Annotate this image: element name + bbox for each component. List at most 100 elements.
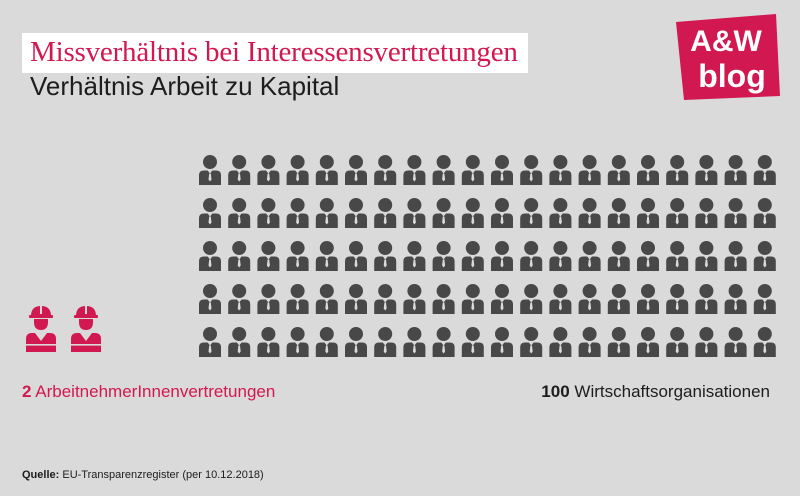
- businessman-icon-29: [432, 198, 455, 228]
- logo-line1: A&W: [690, 25, 762, 58]
- businessman-icon-17: [666, 155, 689, 185]
- businessman-icon-27: [374, 198, 397, 228]
- businessman-icon-76: [637, 284, 659, 314]
- businessman-icon-13: [549, 155, 572, 185]
- businessman-icon-43: [257, 241, 280, 271]
- businessman-icon-74: [578, 284, 601, 314]
- businessman-icon-91: [491, 327, 513, 357]
- businessman-icon-47: [374, 241, 397, 271]
- businessman-icon-57: [666, 241, 689, 271]
- businessman-icon-63: [257, 284, 280, 314]
- businessman-icon-5: [315, 155, 338, 185]
- businessman-icon-1: [199, 155, 221, 185]
- aw-blog-logo: A&W blog: [676, 14, 780, 100]
- chart-subtitle: Verhältnis Arbeit zu Kapital: [30, 71, 340, 101]
- businessman-icon-69: [432, 284, 455, 314]
- businessman-icon-82: [228, 327, 251, 357]
- logo-background: [676, 14, 780, 100]
- businessman-icon-72: [520, 284, 543, 314]
- worker-icon-2: [71, 305, 101, 352]
- businessman-icon-11: [491, 155, 513, 185]
- businessman-icon-53: [549, 241, 572, 271]
- businessman-icon-61: [199, 284, 221, 314]
- businessman-icon-42: [228, 241, 251, 271]
- businessman-icon-67: [374, 284, 397, 314]
- businessman-icon-38: [695, 198, 718, 228]
- businessman-icon-83: [257, 327, 280, 357]
- businessman-icon-48: [403, 241, 426, 271]
- businessman-icon-93: [549, 327, 572, 357]
- businessman-icon-95: [607, 327, 630, 357]
- businessman-icon-66: [345, 284, 367, 314]
- businessman-icon-59: [724, 241, 747, 271]
- businessman-icon-78: [695, 284, 718, 314]
- businessman-icon-32: [520, 198, 543, 228]
- businessman-icon-87: [374, 327, 397, 357]
- businessman-icon-65: [315, 284, 338, 314]
- businessman-icon-2: [228, 155, 251, 185]
- businessman-icon-23: [257, 198, 280, 228]
- businessman-icon-80: [753, 284, 776, 314]
- businessman-icon-100: [753, 327, 776, 357]
- businessman-icon-97: [666, 327, 689, 357]
- businessman-icon-22: [228, 198, 251, 228]
- businessman-icon-75: [607, 284, 630, 314]
- businessman-icon-40: [753, 198, 776, 228]
- businessman-icon-7: [374, 155, 397, 185]
- businessman-icon-58: [695, 241, 718, 271]
- workers-label: 2 ArbeitnehmerInnenvertretungen: [22, 382, 275, 402]
- businessman-icon-44: [286, 241, 309, 271]
- businessman-icon-85: [315, 327, 338, 357]
- pictogram-chart: [26, 155, 776, 357]
- businessman-icon-3: [257, 155, 280, 185]
- businessman-icon-55: [607, 241, 630, 271]
- business-count: 100: [541, 382, 570, 401]
- businessman-icon-37: [666, 198, 689, 228]
- businessman-icon-24: [286, 198, 309, 228]
- businessman-icon-51: [491, 241, 513, 271]
- businessman-icon-99: [724, 327, 747, 357]
- businessman-icon-28: [403, 198, 426, 228]
- businessman-icon-45: [315, 241, 338, 271]
- businessman-icon-88: [403, 327, 426, 357]
- businessman-icon-89: [432, 327, 455, 357]
- businessman-icon-79: [724, 284, 747, 314]
- businessman-icon-86: [345, 327, 367, 357]
- businessman-icon-16: [637, 155, 659, 185]
- worker-icon-1: [26, 305, 56, 352]
- businessman-icon-60: [753, 241, 776, 271]
- businessman-icon-70: [461, 284, 484, 314]
- businessman-icon-92: [520, 327, 543, 357]
- businessman-icon-90: [461, 327, 484, 357]
- businessman-icon-18: [695, 155, 718, 185]
- businessman-icon-46: [345, 241, 367, 271]
- businessman-icon-62: [228, 284, 251, 314]
- businessman-icon-77: [666, 284, 689, 314]
- chart-title: Missverhältnis bei Interessensvertretung…: [30, 36, 518, 68]
- source-text: EU-Transparenzregister (per 10.12.2018): [62, 469, 264, 481]
- businessman-icon-98: [695, 327, 718, 357]
- businessman-icon-41: [199, 241, 221, 271]
- businessman-icon-54: [578, 241, 601, 271]
- businessman-icon-10: [461, 155, 484, 185]
- source-note: Quelle: EU-Transparenzregister (per 10.1…: [22, 469, 264, 481]
- businessman-icon-30: [461, 198, 484, 228]
- businessman-icon-20: [753, 155, 776, 185]
- title-box: Missverhältnis bei Interessensvertretung…: [22, 33, 528, 73]
- businessman-icon-39: [724, 198, 747, 228]
- businessman-icon-8: [403, 155, 426, 185]
- businessman-icon-52: [520, 241, 543, 271]
- businessman-icon-19: [724, 155, 747, 185]
- workers-text: ArbeitnehmerInnenvertretungen: [35, 382, 276, 401]
- businessman-icon-49: [432, 241, 455, 271]
- businessman-icon-14: [578, 155, 601, 185]
- business-label: 100 Wirtschaftsorganisationen: [541, 382, 770, 402]
- businessman-icon-21: [199, 198, 221, 228]
- businessman-icon-31: [491, 198, 513, 228]
- businessman-icon-33: [549, 198, 572, 228]
- businessman-icon-15: [607, 155, 630, 185]
- businessman-icon-12: [520, 155, 543, 185]
- source-label: Quelle:: [22, 469, 60, 481]
- businessman-icon-68: [403, 284, 426, 314]
- businessman-icon-81: [199, 327, 221, 357]
